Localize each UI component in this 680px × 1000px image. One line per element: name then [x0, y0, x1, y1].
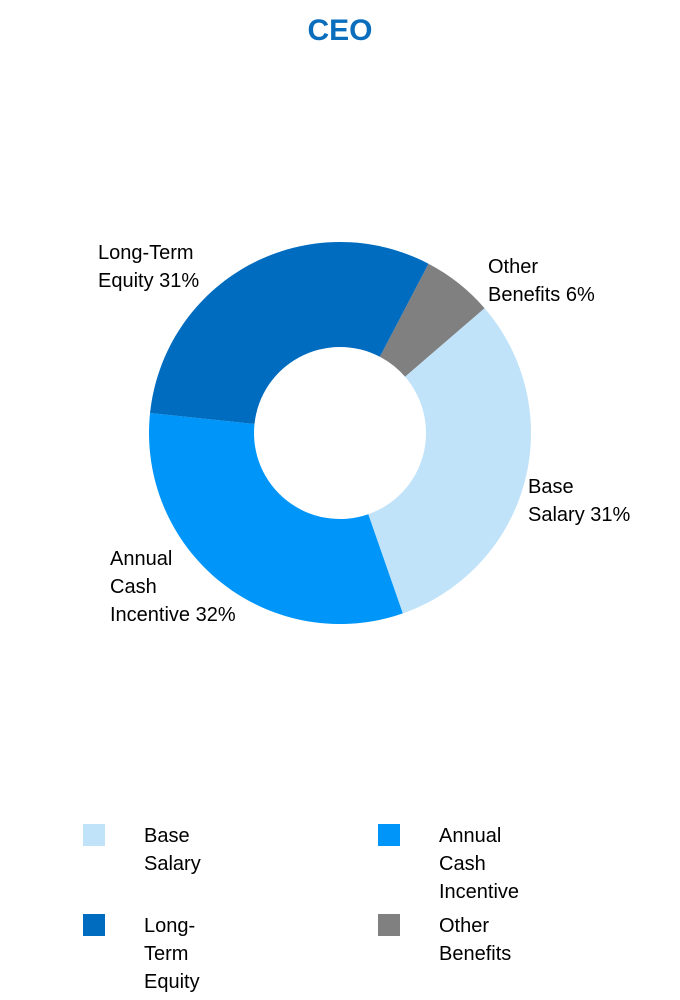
data-label-other-benefits: Other Benefits 6%	[488, 256, 595, 306]
legend-label-base-salary: Base Salary	[144, 825, 201, 875]
slice-annual-cash-incentive	[149, 413, 403, 625]
legend-label-long-term-equity: Long-Term Equity	[144, 915, 200, 993]
data-label-base-salary: Base Salary 31%	[528, 476, 631, 526]
legend-swatch-other-benefits	[378, 914, 400, 936]
legend-swatch-base-salary	[83, 824, 105, 846]
legend-label-annual-cash-incentive: Annual Cash Incentive	[439, 825, 520, 903]
data-label-annual-cash-incentive: Annual Cash Incentive 32%	[110, 548, 236, 626]
slice-long-term-equity	[150, 241, 429, 425]
legend-swatch-annual-cash-incentive	[378, 824, 400, 846]
legend-swatch-long-term-equity	[83, 914, 105, 936]
slice-other-benefits	[379, 263, 485, 377]
chart-title: CEO	[307, 14, 373, 47]
slice-base-salary	[368, 308, 532, 614]
legend-label-other-benefits: Other Benefits	[439, 915, 512, 965]
data-label-long-term-equity: Long-Term Equity 31%	[98, 242, 200, 292]
